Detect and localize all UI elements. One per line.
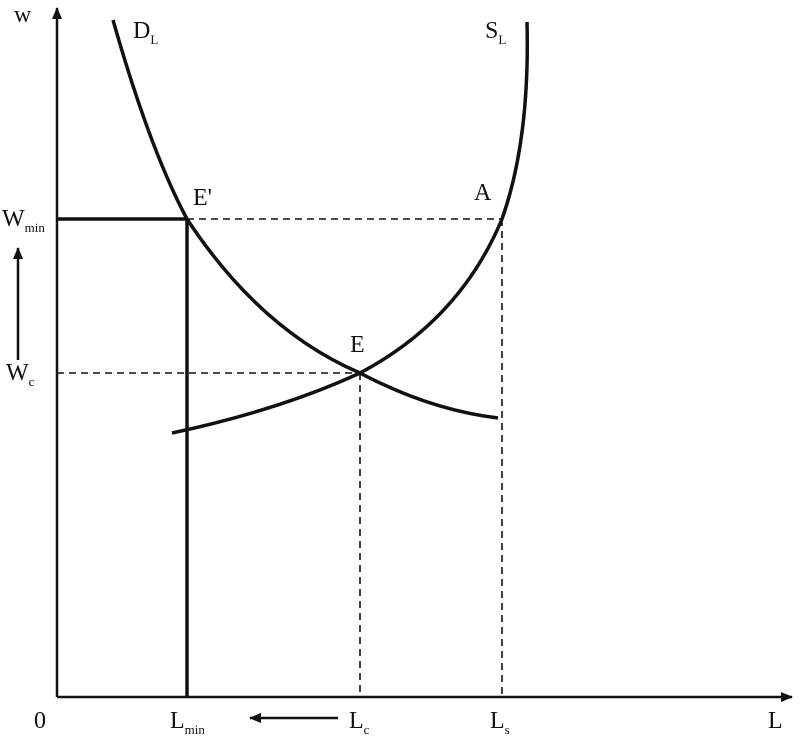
label: L xyxy=(349,708,364,734)
label: L xyxy=(490,708,505,734)
subscript: c xyxy=(364,722,370,737)
subscript: L xyxy=(150,32,158,47)
x-axis-label: L xyxy=(768,708,783,734)
employment-label: Ls xyxy=(490,708,510,737)
demand-curve xyxy=(111,19,499,420)
employment-label: Lmin xyxy=(170,708,205,737)
label: S xyxy=(485,18,498,44)
subscript: min xyxy=(25,220,46,235)
point-label: A xyxy=(474,180,492,206)
subscript: c xyxy=(29,374,35,389)
supply-curve xyxy=(171,21,530,435)
label: D xyxy=(133,18,150,44)
subscript: s xyxy=(505,722,510,737)
label: L xyxy=(170,708,185,734)
label: W xyxy=(2,206,25,232)
label: W xyxy=(6,360,29,386)
point-label: E xyxy=(350,332,365,358)
point-label: E' xyxy=(193,185,212,211)
subscript: min xyxy=(185,722,206,737)
employment-label: Lc xyxy=(349,708,370,737)
wage-label: Wc xyxy=(6,360,35,389)
curve-label: SL xyxy=(485,18,506,47)
y-axis-label: w xyxy=(14,2,32,28)
curve-label: DL xyxy=(133,18,158,47)
subscript: L xyxy=(498,32,506,47)
wage-label: Wmin xyxy=(2,206,45,235)
origin-label: 0 xyxy=(34,708,46,734)
